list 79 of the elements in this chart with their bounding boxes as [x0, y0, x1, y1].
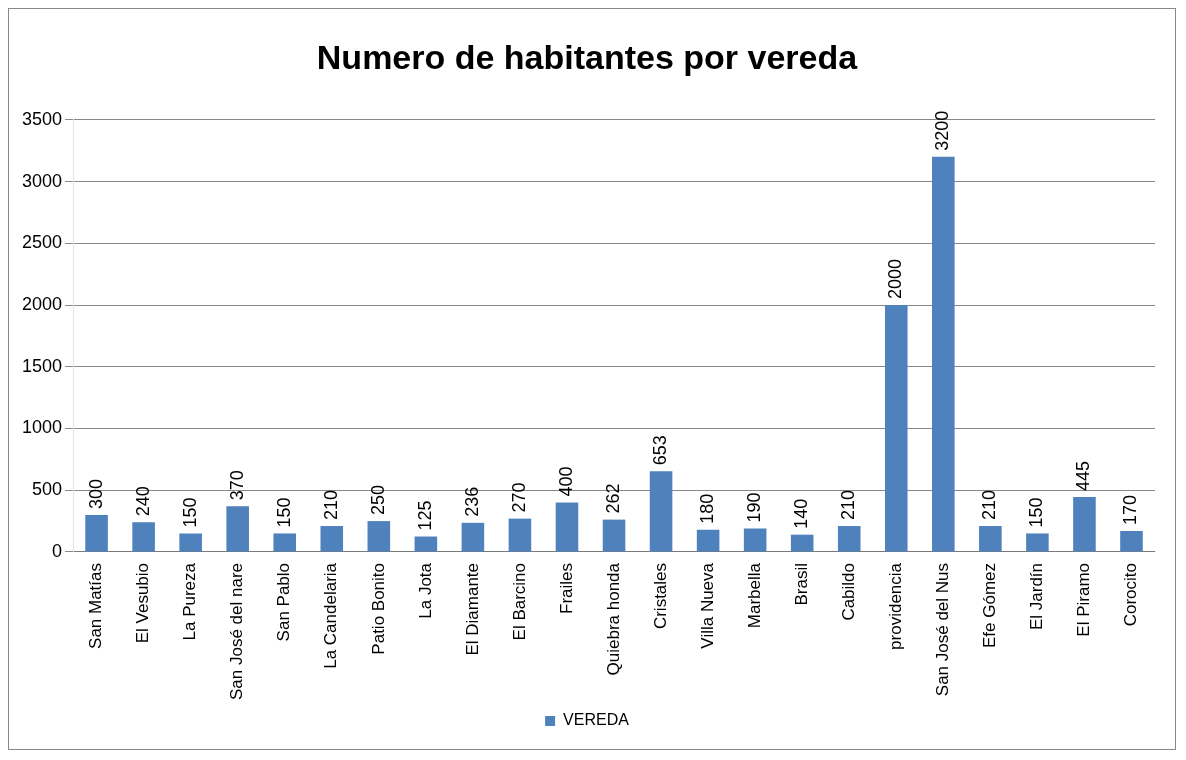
- data-label: 240: [132, 486, 153, 517]
- bar: [649, 471, 673, 552]
- x-tick-label: La Pureza: [180, 562, 200, 641]
- x-tick-label: Patio Bonito: [368, 562, 388, 655]
- x-tick-label: El Diamante: [462, 562, 482, 656]
- x-tick-label: Cabildo: [838, 562, 858, 621]
- x-tick-label: San José del nare: [227, 562, 247, 701]
- y-tick-label: 1000: [22, 417, 63, 438]
- data-label: 190: [744, 492, 765, 523]
- data-label: 180: [697, 493, 718, 524]
- x-tick-label: Quiebra honda: [603, 562, 623, 676]
- bar: [743, 528, 767, 552]
- y-tick-label: 1500: [22, 355, 63, 376]
- x-tick-label: La Jota: [415, 562, 435, 619]
- bar: [884, 305, 908, 552]
- data-label: 236: [461, 486, 482, 517]
- x-tick-label: San Matías: [86, 562, 106, 649]
- x-tick-label: El Piramo: [1074, 562, 1094, 637]
- x-tick-label: Corocito: [1121, 562, 1141, 627]
- bar: [320, 526, 344, 552]
- bar: [979, 526, 1002, 552]
- bar: [226, 506, 249, 552]
- x-tick-label: San José del Nus: [933, 562, 952, 697]
- bar: [602, 519, 626, 552]
- bar: [508, 518, 532, 552]
- data-label: 170: [1120, 494, 1141, 525]
- chart-title: Numero de habitantes por vereda: [316, 37, 859, 76]
- bar: [696, 529, 720, 552]
- data-label: 250: [367, 485, 388, 516]
- bar: [179, 533, 202, 552]
- y-tick-label: 2500: [22, 232, 63, 253]
- bar: [932, 156, 955, 552]
- legend-label: VEREDA: [563, 711, 630, 729]
- data-label: 210: [979, 489, 1000, 521]
- y-tick-label: 3000: [22, 170, 63, 191]
- data-label: 270: [508, 482, 529, 513]
- x-tick-label: San Pablo: [274, 562, 294, 642]
- data-label: 140: [791, 498, 812, 529]
- data-label: 150: [1026, 497, 1047, 528]
- data-label: 125: [414, 500, 435, 531]
- bar: [85, 514, 108, 552]
- bar: [1120, 530, 1143, 552]
- data-label: 262: [602, 483, 623, 514]
- bar: [555, 502, 579, 552]
- x-tick-label: Frailes: [556, 562, 576, 614]
- data-label: 400: [555, 466, 576, 497]
- x-tick-label: Marbella: [744, 562, 764, 629]
- bar: [414, 536, 438, 552]
- data-label: 300: [85, 478, 106, 509]
- bar: [367, 521, 391, 552]
- x-tick-label: El Barcino: [509, 562, 529, 641]
- x-tick-label: El Vesubio: [133, 562, 153, 644]
- bar: [461, 522, 485, 552]
- data-label: 445: [1073, 460, 1094, 492]
- x-tick-label: providencia: [885, 562, 905, 650]
- data-label: 210: [320, 489, 341, 521]
- data-label: 3200: [932, 110, 953, 151]
- data-label: 150: [273, 497, 294, 528]
- y-tick-label: 2000: [22, 293, 63, 314]
- y-tick-label: 0: [52, 540, 63, 561]
- x-tick-label: Brasil: [791, 562, 811, 606]
- x-tick-label: El Jardín: [1027, 562, 1047, 631]
- x-tick-label: La Candelaria: [321, 562, 341, 669]
- bar: [1073, 497, 1096, 552]
- data-label: 653: [650, 435, 671, 466]
- bar: [1026, 533, 1049, 552]
- data-label: 2000: [885, 258, 906, 300]
- x-tick-label: Villa Nueva: [697, 562, 717, 649]
- bar: [273, 533, 297, 552]
- y-tick-label: 3500: [22, 108, 63, 129]
- bar: [132, 522, 155, 552]
- data-label: 370: [226, 470, 247, 501]
- x-tick-label: Efe Gómez: [980, 562, 1000, 649]
- y-tick-label: 500: [32, 479, 63, 500]
- data-label: 150: [179, 497, 200, 528]
- x-tick-label: Cristales: [650, 562, 670, 630]
- bar: [837, 526, 861, 552]
- bar: [790, 534, 814, 552]
- data-label: 210: [838, 489, 859, 521]
